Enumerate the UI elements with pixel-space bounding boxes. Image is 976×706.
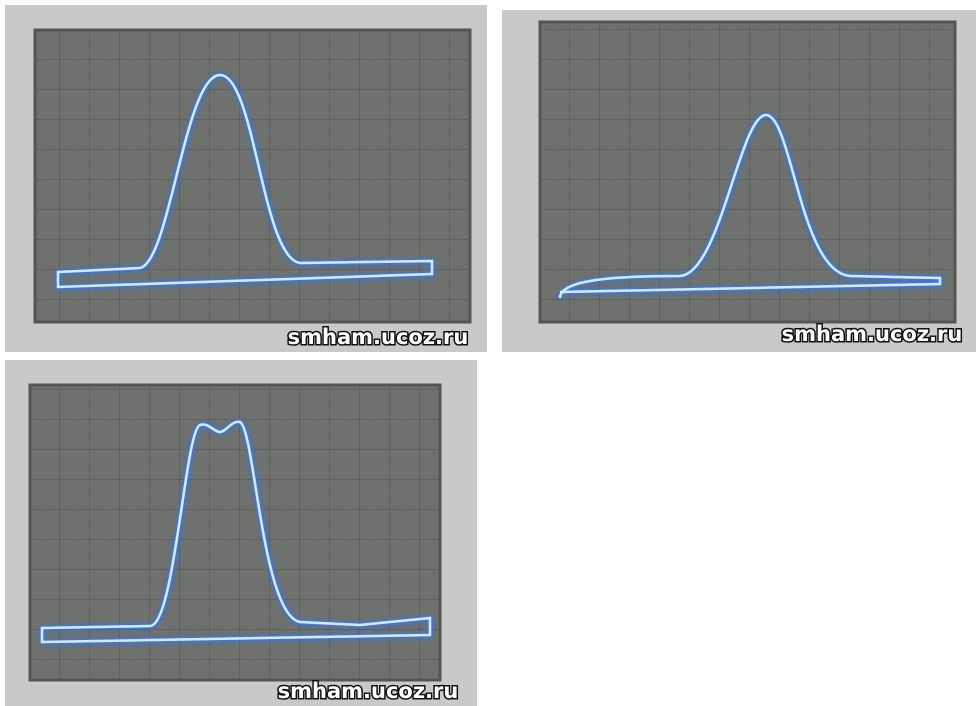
trace bbox=[40, 420, 432, 644]
scope-panel: smham.ucoz.ru bbox=[5, 360, 477, 706]
trace bbox=[56, 73, 434, 289]
trace bbox=[558, 113, 942, 299]
watermark: smham.ucoz.ru bbox=[288, 325, 469, 349]
scope-panel: smham.ucoz.ru bbox=[502, 10, 976, 352]
screen bbox=[28, 383, 442, 682]
scope-panel: smham.ucoz.ru bbox=[5, 5, 487, 352]
watermark: smham.ucoz.ru bbox=[278, 679, 459, 703]
screen bbox=[33, 28, 472, 324]
watermark: smham.ucoz.ru bbox=[782, 322, 963, 346]
screen bbox=[538, 20, 957, 324]
